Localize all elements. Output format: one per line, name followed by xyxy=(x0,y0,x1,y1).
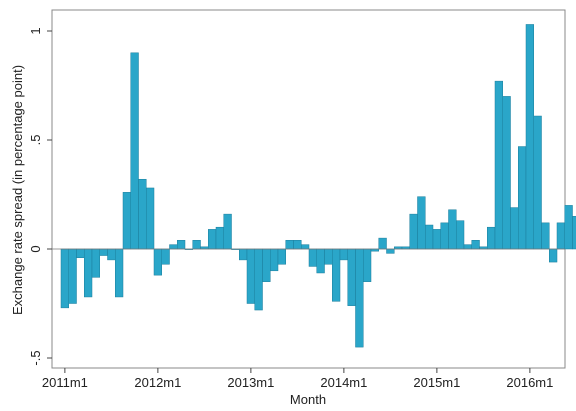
bar xyxy=(308,248,317,267)
bar xyxy=(355,248,364,348)
y-axis: 1 .5 0 -.5 xyxy=(28,27,52,366)
bar xyxy=(378,237,387,250)
x-tick-label: 2015m1 xyxy=(413,375,460,390)
bar xyxy=(138,178,147,250)
bar xyxy=(68,248,77,304)
x-tick-label: 2011m1 xyxy=(42,375,88,390)
bar xyxy=(332,248,341,302)
bar xyxy=(107,248,116,261)
bar xyxy=(518,146,527,250)
bar xyxy=(270,248,279,272)
bar xyxy=(208,229,217,250)
y-tick-label: 1 xyxy=(28,27,43,34)
bar xyxy=(215,226,224,250)
bar xyxy=(254,248,263,311)
bar xyxy=(262,248,271,282)
bar xyxy=(564,205,573,250)
y-axis-title: Exchange rate spread (in percentage poin… xyxy=(10,65,25,315)
bar xyxy=(130,52,139,250)
x-axis: 2011m1 2012m1 2013m1 2014m1 2015m1 2016m1 xyxy=(42,368,553,390)
bar xyxy=(277,248,286,265)
bar xyxy=(122,192,131,250)
bar xyxy=(115,248,124,298)
bar xyxy=(285,240,294,250)
x-tick-label: 2016m1 xyxy=(506,375,553,390)
bar xyxy=(91,248,100,278)
bar xyxy=(246,248,255,304)
bars-group xyxy=(60,24,576,348)
bar xyxy=(549,248,558,263)
bar xyxy=(192,240,201,250)
bar xyxy=(463,244,472,250)
bar xyxy=(510,207,519,250)
bar xyxy=(223,213,232,250)
bar xyxy=(169,244,178,250)
bar xyxy=(572,216,576,250)
bar xyxy=(324,248,333,265)
bar xyxy=(239,248,248,261)
y-tick-label: .5 xyxy=(28,135,43,146)
bar xyxy=(60,248,69,309)
bar xyxy=(84,248,93,298)
bar xyxy=(440,222,449,250)
bar xyxy=(153,248,162,276)
bar xyxy=(161,248,170,265)
bar xyxy=(541,222,550,250)
y-tick-label: -.5 xyxy=(28,350,43,365)
bar xyxy=(409,213,418,250)
bar xyxy=(456,220,465,250)
bar xyxy=(316,248,325,274)
bar xyxy=(146,187,155,250)
plot-frame xyxy=(51,9,566,369)
bar xyxy=(177,240,186,250)
bar xyxy=(417,196,426,250)
bar xyxy=(425,224,434,250)
bar xyxy=(347,248,356,306)
bar xyxy=(363,248,372,282)
x-tick-label: 2014m1 xyxy=(320,375,367,390)
bar xyxy=(339,248,348,261)
bar xyxy=(494,80,503,250)
x-tick-label: 2013m1 xyxy=(227,375,274,390)
bar xyxy=(432,229,441,250)
bar xyxy=(293,240,302,250)
bar xyxy=(76,248,85,258)
bar xyxy=(487,226,496,250)
y-tick-label: 0 xyxy=(28,245,43,252)
bar xyxy=(525,24,534,250)
bar xyxy=(502,96,511,250)
bar xyxy=(471,240,480,250)
bar xyxy=(533,115,542,250)
x-axis-title: Month xyxy=(290,392,326,407)
x-tick-label: 2012m1 xyxy=(134,375,181,390)
bar xyxy=(448,209,457,250)
bar xyxy=(386,248,395,254)
bar xyxy=(99,248,108,256)
bar xyxy=(556,222,565,250)
bar xyxy=(301,244,310,250)
